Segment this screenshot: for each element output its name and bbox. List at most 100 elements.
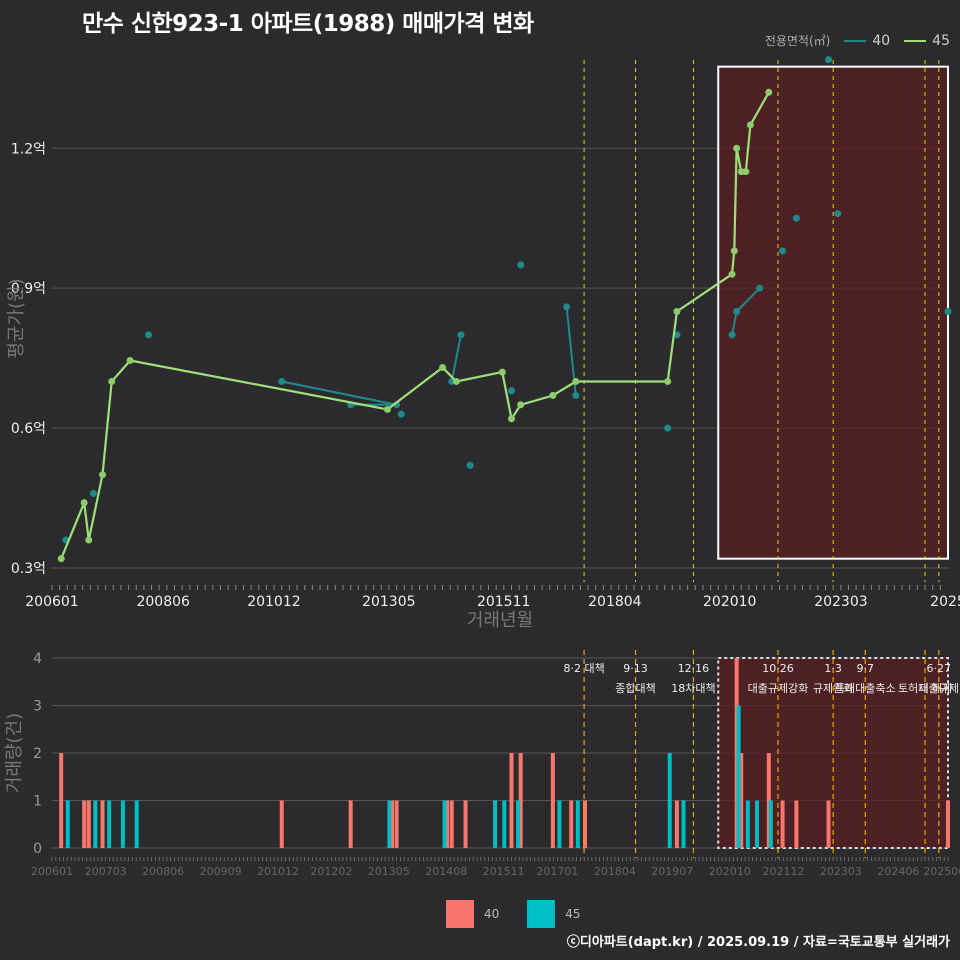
legend-bottom: 40 45	[446, 900, 581, 928]
series-45-point	[507, 415, 515, 423]
series-40-point	[466, 461, 474, 469]
series-45-point	[746, 121, 754, 129]
series-45-point	[126, 356, 134, 364]
x-tick-label: 2025	[930, 594, 960, 610]
volume-x-tick-label: 202506	[923, 865, 960, 878]
series-40-point	[397, 410, 405, 418]
volume-bar-45	[745, 800, 750, 848]
event-name-label: 대출규제강화	[748, 682, 809, 695]
volume-bar-40	[946, 800, 950, 848]
series-45-point	[80, 499, 88, 507]
series-40-segment	[735, 287, 761, 313]
volume-bar-40	[445, 800, 450, 848]
series-45-point	[452, 377, 460, 385]
volume-bar-45	[493, 800, 498, 848]
y-tick-label: 1.2억	[11, 141, 46, 157]
series-45-point	[733, 144, 741, 152]
volume-bar-40	[82, 800, 87, 848]
volume-bar-40	[550, 753, 555, 848]
volume-bar-45	[442, 800, 447, 848]
event-name-label: 대출규제	[919, 682, 959, 695]
x-tick-label: 201012	[247, 594, 300, 610]
volume-x-tick-label: 201907	[651, 865, 693, 878]
series-40-point	[144, 331, 152, 339]
legend-bottom-label-40: 40	[484, 907, 500, 921]
volume-y-tick-label: 0	[33, 841, 42, 857]
event-date-label: 1·3	[824, 662, 842, 675]
volume-bar-40	[394, 800, 399, 848]
volume-bar-45	[516, 800, 521, 848]
legend-title: 전용면적(㎡)	[764, 34, 831, 48]
series-40-point	[792, 214, 800, 222]
series-40-point	[825, 56, 833, 64]
volume-x-tick-label: 200703	[85, 865, 127, 878]
volume-bar-45	[387, 800, 392, 848]
event-date-label: 8·2 대책	[563, 662, 604, 675]
volume-x-tick-label: 202303	[820, 865, 862, 878]
volume-x-tick-label: 200909	[200, 865, 242, 878]
volume-bar-45	[557, 800, 562, 848]
series-45-point	[728, 270, 736, 278]
x-tick-label: 200806	[136, 594, 190, 610]
event-name-label: 특례대출축소	[835, 682, 896, 695]
series-45-point	[498, 368, 506, 376]
volume-x-tick-label: 200806	[142, 865, 184, 878]
volume-x-tick-label: 200601	[31, 865, 73, 878]
event-date-label: 6·27	[927, 662, 952, 675]
legend-key-45	[904, 39, 927, 42]
volume-bar-40	[583, 800, 588, 848]
series-40-point	[728, 331, 736, 339]
event-date-label: 10·26	[762, 662, 794, 675]
series-45-point	[673, 308, 681, 316]
series-45-point	[517, 401, 525, 409]
event-name-label: 토허제 해제	[898, 681, 952, 695]
x-tick-label: 201804	[588, 594, 642, 610]
series-40-point	[278, 377, 286, 385]
credit-text: ⓒ디아파트(dapt.kr) / 2025.09.19 / 자료=국토교통부 실…	[566, 935, 950, 950]
volume-bar-40	[59, 753, 64, 848]
series-45-point	[765, 88, 773, 96]
volume-x-tick-label: 201202	[310, 865, 352, 878]
y-tick-label: 0.9억	[11, 281, 46, 297]
volume-bar-45	[120, 800, 125, 848]
series-40-point	[779, 247, 787, 255]
y-tick-label: 0.3억	[11, 561, 46, 577]
volume-bar-40	[674, 800, 679, 848]
series-45-point	[57, 555, 65, 563]
volume-bar-40	[463, 800, 468, 848]
volume-y-tick-label: 1	[33, 794, 42, 810]
event-date-label: 9·13	[623, 662, 648, 675]
volume-bar-40	[518, 753, 523, 848]
series-40-point	[664, 424, 672, 432]
legend-label-45: 45	[932, 32, 950, 49]
series-40-point	[944, 308, 952, 316]
series-45-point	[383, 405, 391, 413]
series-40-point	[756, 284, 764, 292]
volume-y-tick-label: 2	[33, 746, 42, 762]
volume-bar-45	[736, 705, 741, 848]
volume-y-tick-label: 4	[33, 651, 42, 667]
volume-bar-45	[575, 800, 580, 848]
series-40-point	[563, 303, 571, 311]
series-40-point	[507, 387, 515, 395]
chart-title: 만수 신한923-1 아파트(1988) 매매가격 변화	[82, 11, 534, 37]
volume-bar-45	[134, 800, 139, 848]
series-40-point	[572, 391, 580, 399]
series-40-segment	[281, 380, 397, 406]
y-axis-title: 평균가(원)	[6, 278, 27, 358]
legend-swatch-40	[446, 900, 474, 928]
volume-bar-40	[826, 800, 831, 848]
y-tick-label: 0.6억	[11, 421, 46, 437]
legend-key-40	[844, 39, 867, 42]
legend-bottom-label-45: 45	[565, 907, 581, 921]
event-date-label: 12·16	[678, 662, 710, 675]
volume-bar-45	[667, 753, 672, 848]
series-40-point	[733, 308, 741, 316]
series-45-point	[99, 471, 107, 479]
volume-bar-40	[348, 800, 353, 848]
event-name-label: 규제완화	[813, 682, 853, 695]
x-tick-label: 200601	[25, 594, 78, 610]
volume-bar-40	[279, 800, 284, 848]
event-date-label: 9·7	[857, 662, 875, 675]
